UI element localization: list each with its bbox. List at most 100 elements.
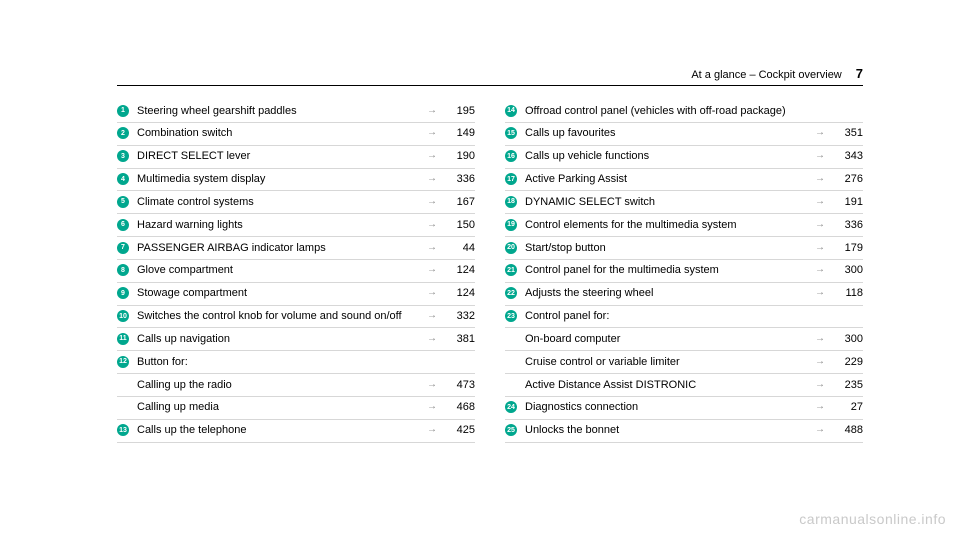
page-reference: 195 [441,104,475,119]
callout-badge-wrap: 19 [505,218,525,231]
index-entry: 14Offroad control panel (vehicles with o… [505,100,863,123]
callout-badge-wrap: 17 [505,172,525,185]
page-reference: 190 [441,149,475,164]
callout-badge: 22 [505,287,517,299]
index-column-right: 14Offroad control panel (vehicles with o… [505,100,863,443]
callout-badge-wrap: 12 [117,355,137,368]
entry-label: Active Parking Assist [525,172,811,187]
arrow-icon: → [811,172,829,186]
index-entry: 13Calls up the telephone→425 [117,420,475,443]
page-reference: 118 [829,286,863,301]
entry-label: Control elements for the multimedia syst… [525,218,811,233]
index-column-left: 1Steering wheel gearshift paddles→1952Co… [117,100,475,443]
arrow-icon: → [423,286,441,300]
entry-label: DYNAMIC SELECT switch [525,195,811,210]
callout-badge-wrap: 5 [117,195,137,208]
entry-label: Control panel for the multimedia system [525,263,811,278]
page-number: 7 [856,66,863,81]
index-entry: 15Calls up favourites→351 [505,123,863,146]
callout-badge: 21 [505,264,517,276]
arrow-icon: → [423,149,441,163]
index-entry: 5Climate control systems→167 [117,191,475,214]
callout-badge-wrap: 22 [505,286,525,299]
index-entry: 12Button for: [117,351,475,374]
callout-badge-wrap: 1 [117,104,137,117]
callout-badge-wrap: 16 [505,149,525,162]
callout-badge: 19 [505,219,517,231]
arrow-icon: → [423,332,441,346]
entry-label: Control panel for: [525,309,811,324]
page-reference: 149 [441,126,475,141]
entry-label: Calling up the radio [137,378,423,393]
callout-badge-wrap [505,355,525,356]
arrow-icon: → [423,423,441,437]
callout-badge-wrap [117,400,137,401]
entry-label: Offroad control panel (vehicles with off… [525,104,811,119]
arrow-icon: → [423,218,441,232]
arrow-icon: → [423,263,441,277]
callout-badge-wrap: 3 [117,149,137,162]
index-entry: On-board computer→300 [505,328,863,351]
callout-badge-wrap: 10 [117,309,137,322]
index-entry: 10Switches the control knob for volume a… [117,306,475,329]
callout-badge-wrap: 13 [117,423,137,436]
arrow-icon: → [811,195,829,209]
arrow-icon: → [811,378,829,392]
callout-badge: 18 [505,196,517,208]
entry-label: Hazard warning lights [137,218,423,233]
page-reference: 425 [441,423,475,438]
callout-badge: 25 [505,424,517,436]
index-entry: 7PASSENGER AIRBAG indicator lamps→44 [117,237,475,260]
callout-badge-wrap: 25 [505,423,525,436]
arrow-icon: → [811,218,829,232]
callout-badge: 7 [117,242,129,254]
callout-badge: 6 [117,219,129,231]
callout-badge-wrap: 20 [505,241,525,254]
arrow-icon: → [423,195,441,209]
callout-badge: 15 [505,127,517,139]
index-entry: 24Diagnostics connection→27 [505,397,863,420]
page-reference: 167 [441,195,475,210]
callout-badge-wrap [505,332,525,333]
index-entry: 17Active Parking Assist→276 [505,169,863,192]
index-entry: 8Glove compartment→124 [117,260,475,283]
entry-label: Climate control systems [137,195,423,210]
index-entry: 18 DYNAMIC SELECT switch→191 [505,191,863,214]
callout-badge-wrap [505,378,525,379]
arrow-icon: → [811,149,829,163]
callout-badge: 2 [117,127,129,139]
callout-badge: 16 [505,150,517,162]
page-reference: 276 [829,172,863,187]
page-reference: 124 [441,286,475,301]
arrow-icon: → [811,263,829,277]
entry-label: Unlocks the bonnet [525,423,811,438]
arrow-icon: → [811,241,829,255]
entry-label: Steering wheel gearshift paddles [137,104,423,119]
callout-badge: 10 [117,310,129,322]
index-entry: 3DIRECT SELECT lever→190 [117,146,475,169]
entry-label: Calls up navigation [137,332,423,347]
callout-badge: 23 [505,310,517,322]
arrow-icon: → [423,378,441,392]
entry-label: Calling up media [137,400,423,415]
arrow-icon: → [423,104,441,118]
page-reference: 191 [829,195,863,210]
arrow-icon: → [423,400,441,414]
page-reference: 235 [829,378,863,393]
arrow-icon: → [423,126,441,140]
callout-badge: 20 [505,242,517,254]
running-header: At a glance – Cockpit overview 7 [117,66,863,84]
page-reference: 300 [829,332,863,347]
page-reference: 44 [441,241,475,256]
index-entry: Cruise control or variable limiter→229 [505,351,863,374]
index-entry: 25Unlocks the bonnet→488 [505,420,863,443]
callout-badge-wrap: 23 [505,309,525,322]
watermark: carmanualsonline.info [799,511,946,527]
header-rule [117,85,863,86]
callout-badge-wrap: 15 [505,126,525,139]
page-reference: 150 [441,218,475,233]
entry-label: Calls up vehicle functions [525,149,811,164]
index-columns: 1Steering wheel gearshift paddles→1952Co… [117,100,863,443]
page-reference: 343 [829,149,863,164]
page-reference: 381 [441,332,475,347]
